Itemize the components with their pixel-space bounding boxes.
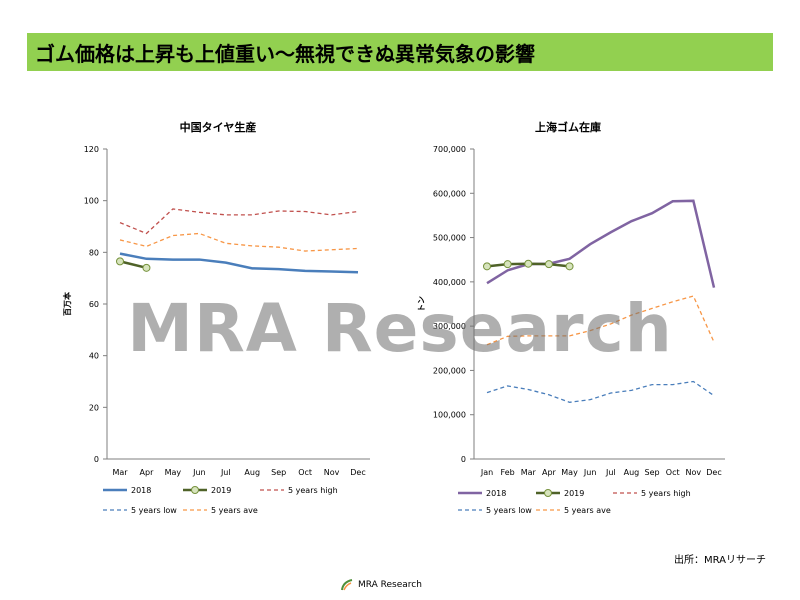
legend-label: 2018 (131, 486, 151, 495)
x-tick-label: Aug (244, 468, 260, 477)
y-tick-label: 200,000 (433, 366, 466, 375)
data-point-2019 (503, 260, 512, 269)
x-tick-label: Dec (350, 468, 365, 477)
legend-label: 2019 (564, 489, 584, 498)
legend-label: 5 years low (486, 506, 532, 515)
y-tick-label: 300,000 (433, 322, 466, 331)
y-tick-label: 60 (89, 300, 99, 309)
source-note: 出所：MRAリサーチ (673, 555, 766, 566)
x-tick-label: Nov (686, 468, 702, 477)
y-tick-label: 0 (94, 455, 99, 464)
x-tick-label: Feb (501, 468, 515, 477)
legend-marker (544, 489, 552, 497)
x-tick-label: May (561, 468, 578, 477)
series-line-2019 (119, 260, 147, 270)
data-point-2019 (142, 263, 151, 272)
x-tick-label: Jan (480, 468, 493, 477)
footer-logo: MRA Research (340, 578, 422, 592)
legend-label: 2018 (486, 489, 506, 498)
y-axis-label: 百万本 (62, 292, 72, 316)
data-point-2019 (524, 259, 533, 268)
x-tick-label: Sep (645, 468, 660, 477)
legend-label: 5 years low (131, 506, 177, 515)
x-tick-label: Sep (271, 468, 286, 477)
x-tick-label: May (165, 468, 182, 477)
footer-logo-text: MRA Research (358, 580, 422, 590)
chart-title: 上海ゴム在庫 (535, 120, 601, 134)
y-tick-label: 80 (89, 248, 99, 257)
data-point-2019 (483, 262, 491, 271)
series-line-5-years-ave (119, 232, 359, 252)
x-tick-label: Oct (666, 468, 680, 477)
x-tick-label: Aug (624, 468, 640, 477)
x-tick-label: Jun (192, 468, 206, 477)
series-line-2018 (486, 199, 716, 288)
y-tick-label: 600,000 (433, 189, 466, 198)
x-tick-label: Apr (542, 468, 557, 477)
x-tick-label: Jul (605, 468, 616, 477)
y-tick-label: 500,000 (433, 234, 466, 243)
legend-label: 5 years high (288, 486, 338, 495)
x-tick-label: Oct (298, 468, 312, 477)
x-tick-label: Nov (324, 468, 340, 477)
y-tick-label: 100 (84, 197, 99, 206)
series-line-5-years-low (486, 380, 715, 403)
y-tick-label: 20 (89, 403, 99, 412)
series-line-5-years-ave (486, 295, 715, 346)
series-line-5-years-high (119, 208, 359, 235)
x-tick-label: Jul (220, 468, 231, 477)
mra-logo-icon (341, 579, 353, 591)
y-tick-label: 120 (84, 145, 99, 154)
legend-marker (191, 486, 199, 494)
y-tick-label: 100,000 (433, 411, 466, 420)
x-tick-label: Dec (706, 468, 721, 477)
y-tick-label: 400,000 (433, 278, 466, 287)
y-tick-label: 700,000 (433, 145, 466, 154)
legend-label: 5 years high (641, 489, 691, 498)
y-tick-label: 40 (89, 352, 99, 361)
data-point-2019 (565, 262, 574, 271)
slide-title: ゴム価格は上昇も上値重い～無視できぬ異常気象の影響 (35, 41, 535, 66)
x-tick-label: Jun (583, 468, 597, 477)
x-tick-label: Mar (112, 468, 128, 477)
chart-title: 中国タイヤ生産 (180, 120, 257, 134)
x-tick-label: Mar (521, 468, 537, 477)
data-point-2019 (116, 257, 124, 266)
legend-label: 5 years ave (211, 506, 258, 515)
data-point-2019 (544, 260, 553, 269)
y-axis-label: トン (417, 296, 426, 312)
legend-label: 2019 (211, 486, 231, 495)
slide-title-bar: ゴム価格は上昇も上値重い～無視できぬ異常気象の影響 (27, 33, 773, 71)
series-line-2018 (119, 252, 359, 274)
x-tick-label: Apr (140, 468, 155, 477)
legend-label: 5 years ave (564, 506, 611, 515)
y-tick-label: 0 (461, 455, 466, 464)
